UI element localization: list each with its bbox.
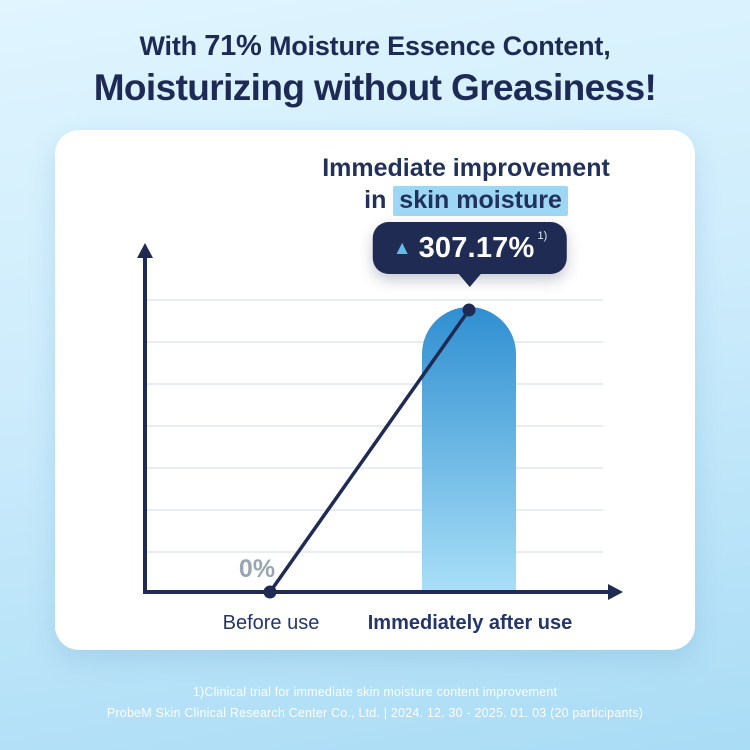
chart-title-line1: Immediate improvement: [322, 154, 610, 182]
value-badge: ▲ 307.17% 1): [372, 222, 568, 287]
footnotes: 1)Clinical trial for immediate skin mois…: [0, 682, 750, 723]
axes: [137, 243, 623, 600]
headline: With 71% Moisture Essence Content, Moist…: [0, 30, 750, 109]
headline-line2: Moisturizing without Greasiness!: [93, 67, 657, 108]
headline-prefix: With: [139, 31, 205, 61]
headline-line1: With 71% Moisture Essence Content,: [0, 30, 750, 63]
data-point-after: [462, 303, 476, 317]
badge-pointer: [458, 274, 481, 287]
chart-title-line2-prefix: in: [364, 186, 394, 214]
headline-emphasis: 71%: [204, 30, 262, 62]
moisture-bar: [422, 307, 516, 592]
trend-line: [268, 308, 471, 594]
x-axis-arrow-icon: [608, 584, 623, 600]
footnote-line2: ProbeM Skin Clinical Research Center Co.…: [106, 705, 644, 720]
footnote-line1: 1)Clinical trial for immediate skin mois…: [192, 685, 558, 699]
chart-card: Immediate improvement in skin moisture ▲…: [55, 130, 695, 650]
chart-title: Immediate improvement in skin moisture: [291, 152, 641, 216]
zero-percent-label: 0%: [238, 555, 276, 583]
x-label-before-use: Before use: [222, 612, 320, 634]
badge-value: 307.17%: [418, 231, 535, 264]
skin-moisture-highlight: skin moisture: [393, 186, 568, 216]
headline-suffix: Moisture Essence Content,: [261, 31, 611, 61]
badge-footnote-marker: 1): [537, 230, 548, 242]
y-axis-arrow-icon: [137, 243, 153, 258]
chart-title-line2: in skin moisture: [291, 184, 641, 216]
gridlines: [147, 299, 603, 553]
up-arrow-icon: ▲: [392, 237, 412, 259]
data-point-before: [263, 585, 277, 599]
plot-area: [137, 243, 623, 600]
x-label-after-use: Immediately after use: [367, 612, 573, 634]
